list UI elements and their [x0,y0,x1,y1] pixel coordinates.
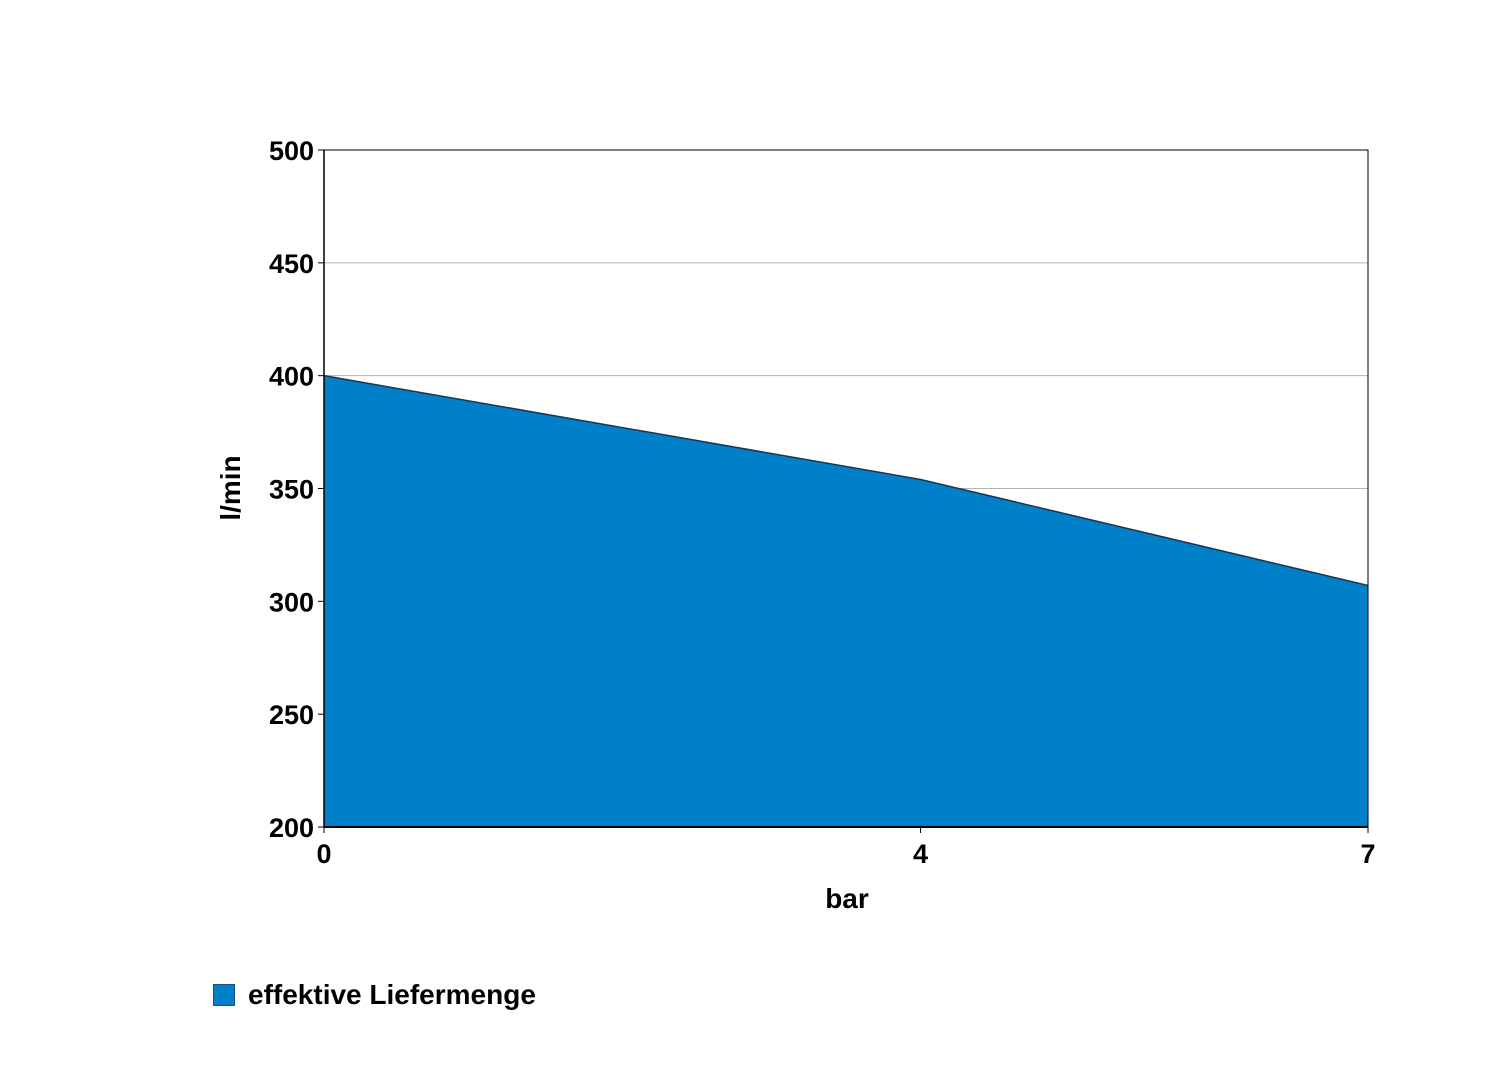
x-axis-title: bar [825,883,869,914]
x-tick-label-7: 7 [1360,839,1375,869]
y-tick-label-300: 300 [269,587,314,617]
area-series-0 [324,375,1368,827]
area-series-line-0 [323,374,1369,587]
y-tick-label-200: 200 [269,813,314,843]
y-tick-label-500: 500 [269,136,314,166]
y-axis-title: l/min [215,455,246,520]
y-tick-label-400: 400 [269,362,314,392]
plot-area [323,374,1369,827]
y-tick-label-450: 450 [269,249,314,279]
legend-swatch-effektive-liefermenge [213,984,235,1006]
y-axis-ticks: 200 250 300 350 400 450 500 [269,136,324,843]
legend: effektive Liefermenge [213,977,536,1013]
y-tick-label-250: 250 [269,700,314,730]
x-tick-label-0: 0 [316,839,331,869]
y-tick-label-350: 350 [269,475,314,505]
x-tick-label-4: 4 [913,839,928,869]
x-axis-ticks: 0 4 7 [316,827,1376,869]
legend-label-effektive-liefermenge: effektive Liefermenge [248,979,536,1010]
